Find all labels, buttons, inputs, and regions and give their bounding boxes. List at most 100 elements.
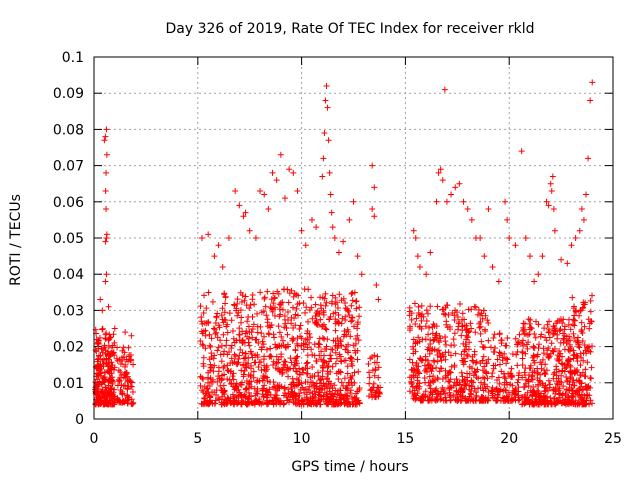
data-point <box>534 370 541 377</box>
data-point <box>537 333 544 340</box>
data-point <box>336 387 343 394</box>
data-point <box>218 377 225 384</box>
data-point <box>522 235 529 241</box>
data-point <box>561 332 568 339</box>
data-point <box>566 337 573 344</box>
data-point <box>200 375 207 382</box>
data-point <box>446 368 453 375</box>
data-point <box>286 166 293 173</box>
data-point <box>412 340 419 347</box>
data-point <box>345 379 352 386</box>
data-point <box>219 305 226 312</box>
data-point <box>478 379 485 386</box>
data-point <box>556 347 563 354</box>
data-point <box>103 271 110 278</box>
data-point <box>281 400 288 407</box>
data-point <box>210 368 217 375</box>
data-point <box>561 336 568 343</box>
data-point <box>437 396 444 403</box>
data-point <box>296 392 303 399</box>
data-point <box>375 364 382 371</box>
data-point <box>317 375 324 382</box>
data-point <box>309 363 316 370</box>
data-point <box>103 206 110 213</box>
data-point <box>519 355 526 362</box>
data-point <box>502 198 509 205</box>
data-point <box>446 392 453 399</box>
data-point <box>466 370 473 377</box>
data-point <box>206 331 213 338</box>
grid-lines <box>94 57 613 419</box>
data-point <box>415 303 422 310</box>
data-point <box>437 335 444 342</box>
data-point <box>249 296 256 303</box>
data-point <box>553 366 560 373</box>
data-point <box>422 353 429 360</box>
data-point <box>260 356 267 363</box>
data-point <box>559 392 566 399</box>
data-point <box>434 303 441 310</box>
data-point <box>221 316 228 323</box>
data-point <box>355 337 362 344</box>
data-point <box>530 352 537 359</box>
data-point <box>570 330 577 337</box>
data-point <box>550 348 557 355</box>
data-point <box>465 346 472 353</box>
data-point <box>215 395 222 402</box>
data-point <box>542 371 549 378</box>
data-point <box>102 238 109 245</box>
data-point <box>230 376 237 383</box>
data-point <box>435 169 442 176</box>
data-point <box>207 343 214 350</box>
data-point <box>274 387 281 394</box>
data-point <box>120 344 127 351</box>
data-point <box>575 377 582 384</box>
data-point <box>261 294 268 301</box>
data-point <box>205 389 212 396</box>
data-point <box>321 130 328 137</box>
data-point <box>589 292 596 299</box>
data-point <box>203 385 210 392</box>
data-point <box>579 330 586 337</box>
data-point <box>546 328 553 335</box>
data-point <box>236 331 243 338</box>
y-tick-label: 0.03 <box>53 303 84 319</box>
data-point <box>345 341 352 348</box>
data-point <box>94 340 101 347</box>
data-point <box>277 299 284 306</box>
data-point <box>308 379 315 386</box>
data-point <box>422 388 429 395</box>
data-point <box>504 397 511 404</box>
data-point <box>262 388 269 395</box>
data-point <box>276 343 283 350</box>
data-point <box>294 301 301 308</box>
data-point <box>115 397 122 404</box>
data-point <box>324 401 331 408</box>
data-point <box>244 318 251 325</box>
data-point <box>319 323 326 330</box>
data-point <box>224 329 231 336</box>
data-point <box>315 372 322 379</box>
data-point <box>303 360 310 367</box>
data-point <box>545 353 552 360</box>
data-point <box>279 337 286 344</box>
data-point <box>122 382 129 389</box>
data-point <box>545 202 552 209</box>
data-point <box>450 392 457 399</box>
data-point <box>99 349 106 356</box>
data-point <box>230 401 237 408</box>
data-point <box>105 343 112 350</box>
data-point <box>559 367 566 374</box>
data-point <box>529 392 536 399</box>
y-tick-label: 0.06 <box>53 195 84 211</box>
data-point <box>580 357 587 364</box>
data-point <box>215 344 222 351</box>
data-point <box>585 155 592 162</box>
data-point <box>266 386 273 393</box>
data-point <box>122 363 128 370</box>
data-point <box>309 315 316 322</box>
data-point <box>545 377 552 384</box>
data-point <box>410 336 417 343</box>
data-point <box>289 393 296 400</box>
data-point <box>570 390 577 397</box>
